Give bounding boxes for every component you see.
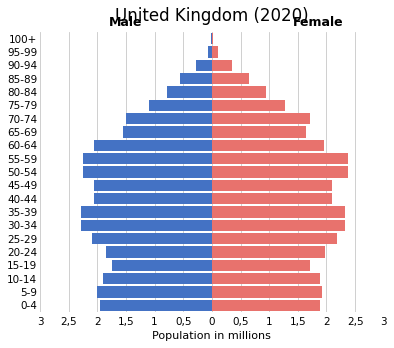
Bar (212, 73, 249, 84)
Bar (211, 33, 212, 45)
Bar (196, 60, 212, 71)
Title: United Kingdom (2020): United Kingdom (2020) (115, 7, 309, 25)
Bar (212, 166, 348, 178)
Bar (212, 260, 310, 271)
Bar (212, 273, 320, 284)
Bar (83, 153, 212, 164)
Bar (212, 206, 345, 218)
Bar (212, 233, 337, 244)
Bar (212, 60, 232, 71)
Bar (81, 220, 212, 231)
Bar (103, 273, 212, 284)
Bar (100, 300, 212, 311)
Bar (212, 286, 322, 298)
Bar (83, 166, 212, 178)
Bar (81, 206, 212, 218)
Bar (212, 33, 213, 45)
Bar (212, 300, 320, 311)
Bar (212, 220, 345, 231)
Bar (212, 246, 325, 258)
Bar (212, 140, 323, 151)
Bar (212, 86, 266, 98)
Bar (212, 180, 332, 191)
Bar (95, 193, 212, 204)
Bar (106, 246, 212, 258)
Bar (91, 233, 212, 244)
Bar (123, 126, 212, 138)
Bar (208, 46, 212, 58)
Bar (212, 100, 285, 111)
Bar (95, 180, 212, 191)
X-axis label: Population in millions: Population in millions (152, 331, 271, 341)
Bar (180, 73, 212, 84)
Bar (97, 286, 212, 298)
Bar (212, 46, 217, 58)
Bar (212, 153, 348, 164)
Bar (95, 140, 212, 151)
Bar (212, 113, 310, 124)
Bar (212, 126, 307, 138)
Bar (112, 260, 212, 271)
Bar (149, 100, 212, 111)
Bar (167, 86, 212, 98)
Text: Male: Male (109, 16, 143, 29)
Text: Female: Female (292, 16, 343, 29)
Bar (212, 193, 332, 204)
Bar (126, 113, 212, 124)
